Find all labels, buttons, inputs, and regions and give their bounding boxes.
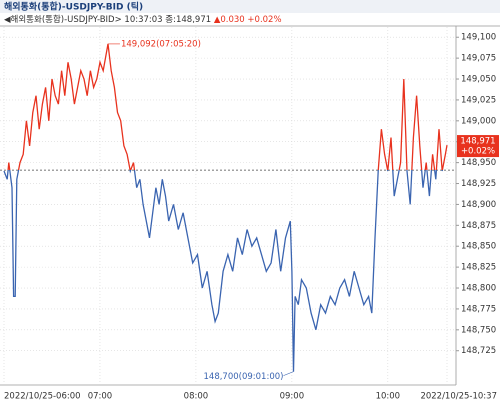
title-bar (0, 0, 500, 13)
annotation: 148,700(09:01:00) (204, 372, 284, 382)
y-tick-label: 149,050 (461, 75, 496, 85)
y-tick-label: 148,825 (461, 263, 496, 273)
x-tick-label: 2022/10/25-06:00 (4, 392, 81, 402)
x-tick-label: 07:00 (88, 392, 113, 402)
y-tick-label: 148,925 (461, 179, 496, 189)
quote: ◀해외통화(통합)-USDJPY-BID> 10:37:03 종:148,971 (4, 14, 211, 25)
change: ▲0.030 +0.02% (214, 15, 282, 25)
y-tick-label: 148,725 (461, 346, 496, 356)
y-tick-label: 149,075 (461, 54, 496, 64)
y-tick-label: 148,950 (461, 158, 496, 168)
x-tick-label: 09:00 (280, 392, 305, 402)
x-tick-label: 2022/10/25-10:37 (420, 392, 497, 402)
y-tick-label: 149,100 (461, 33, 496, 43)
subtitle: ◀해외통화(통합)-USDJPY-BID> 10:37:03 종:148,971… (4, 14, 282, 25)
y-tick-label: 148,800 (461, 284, 496, 294)
y-tick-label: 149,025 (461, 95, 496, 105)
x-tick-label: 10:00 (376, 392, 401, 402)
price-box-change: +0.02% (461, 147, 495, 157)
annotation: 149,092(07:05:20) (121, 39, 201, 49)
title: 해외통화(통합)-USDJPY-BID (틱) (4, 1, 143, 13)
y-tick-label: 148,875 (461, 221, 496, 231)
price-box-label: 148,971 (460, 137, 495, 147)
y-tick-label: 148,750 (461, 325, 496, 335)
y-tick-label: 148,900 (461, 200, 496, 210)
y-tick-label: 148,850 (461, 242, 496, 252)
annotation-leader (283, 371, 294, 376)
y-tick-label: 149,000 (461, 116, 496, 126)
y-tick-label: 148,775 (461, 304, 496, 314)
price-line (3, 43, 448, 372)
x-tick-label: 08:00 (184, 392, 209, 402)
price-box (457, 135, 499, 158)
